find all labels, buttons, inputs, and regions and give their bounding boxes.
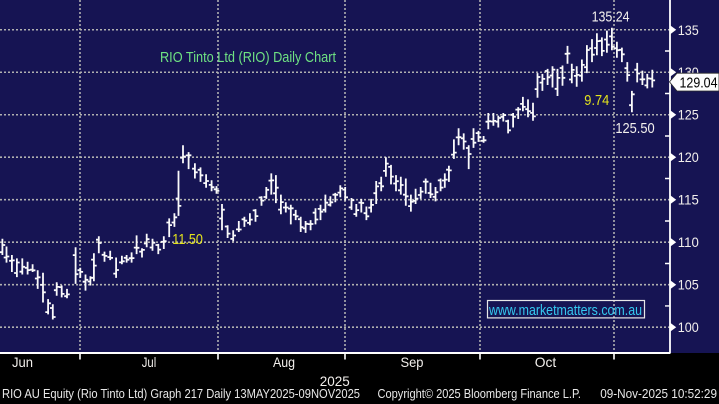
svg-text:115: 115 xyxy=(678,192,699,208)
svg-text:9.74: 9.74 xyxy=(584,92,609,109)
svg-text:11.50: 11.50 xyxy=(172,231,203,248)
svg-text:Sep: Sep xyxy=(401,354,424,370)
svg-text:Oct: Oct xyxy=(535,354,557,370)
svg-text:105: 105 xyxy=(678,277,699,293)
svg-text:RIO Tinto Ltd (RIO) Daily Char: RIO Tinto Ltd (RIO) Daily Chart xyxy=(160,49,337,66)
svg-text:135: 135 xyxy=(678,22,699,38)
svg-text:Aug: Aug xyxy=(273,354,295,370)
svg-text:2025: 2025 xyxy=(320,373,350,389)
svg-text:125.50: 125.50 xyxy=(615,120,654,137)
svg-text:129.04: 129.04 xyxy=(680,75,718,91)
svg-text:110: 110 xyxy=(678,234,699,250)
svg-text:125: 125 xyxy=(678,107,699,123)
svg-text:Jul: Jul xyxy=(142,354,157,370)
svg-text:Jun: Jun xyxy=(12,354,33,370)
svg-text:135.24: 135.24 xyxy=(592,8,630,25)
svg-text:100: 100 xyxy=(678,319,699,335)
svg-text:www.marketmatters.com.au: www.marketmatters.com.au xyxy=(488,303,642,319)
svg-text:09-Nov-2025 10:52:29: 09-Nov-2025 10:52:29 xyxy=(600,386,717,401)
svg-text:Copyright© 2025 Bloomberg Fina: Copyright© 2025 Bloomberg Finance L.P. xyxy=(378,386,582,401)
svg-text:RIO AU Equity (Rio Tinto Ltd): RIO AU Equity (Rio Tinto Ltd) Graph 217 … xyxy=(2,386,360,401)
svg-text:120: 120 xyxy=(678,149,699,165)
